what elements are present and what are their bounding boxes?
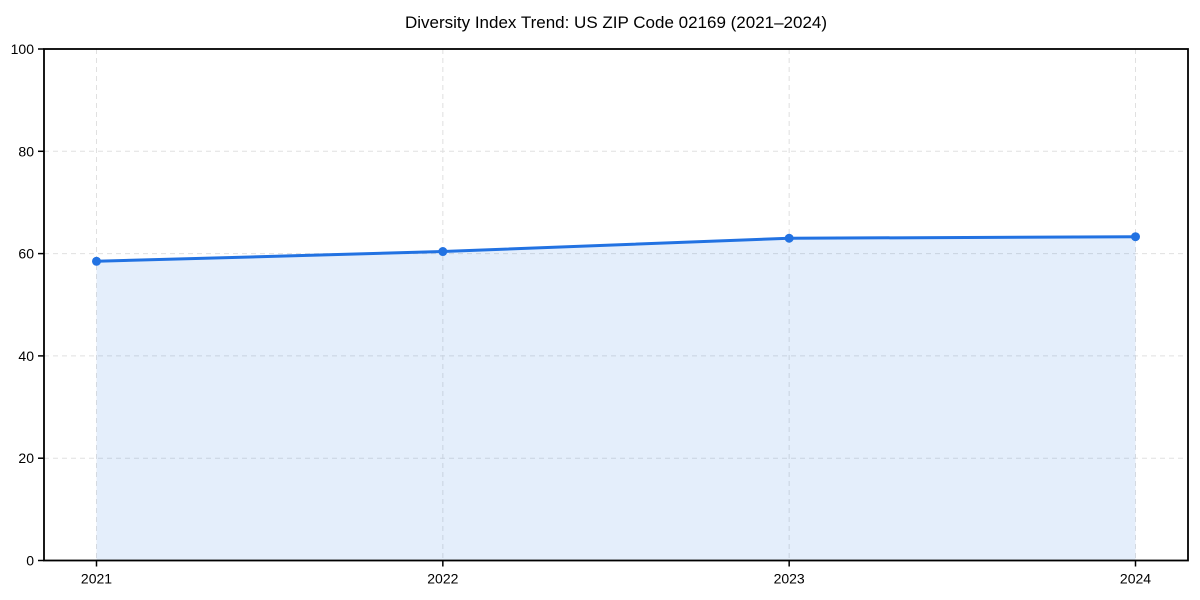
trend-line [95,235,1137,263]
y-axis-tick-label: 20 [18,450,34,466]
y-axis-tick-label: 0 [26,553,34,569]
y-axis-tick-label: 100 [11,41,35,57]
chart-title: Diversity Index Trend: US ZIP Code 02169… [404,13,828,32]
area-fill [96,236,1136,561]
x-axis-tick-label: 2023 [774,571,805,587]
data-point-marker [438,247,448,257]
y-axis-tick-label: 80 [18,143,34,159]
data-point-marker [1131,232,1140,242]
y-axis-tick-label: 40 [18,348,34,364]
x-axis-tick-label: 2024 [1120,571,1151,587]
plot-border [43,48,1189,562]
data-point-marker [92,256,101,266]
x-axis-tick-label: 2021 [81,571,112,587]
x-axis-tick-label: 2022 [427,571,458,587]
y-axis-tick-label: 60 [18,246,34,262]
data-point-marker [784,233,794,243]
